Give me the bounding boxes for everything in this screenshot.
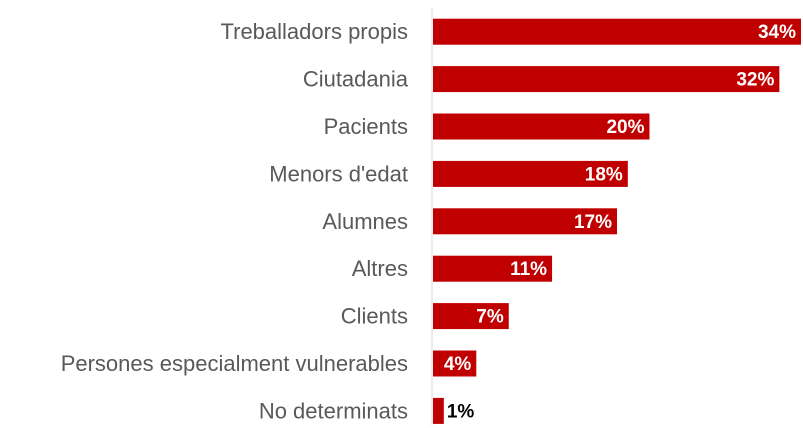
bar (433, 113, 650, 140)
bar (433, 350, 477, 377)
category-label: Clients (341, 304, 408, 329)
bar (433, 66, 780, 93)
category-label: No determinats (259, 398, 408, 423)
value-label: 32% (736, 70, 774, 91)
value-label: 18% (585, 164, 623, 185)
value-label: 11% (510, 259, 547, 280)
category-label: Treballadors propis (221, 19, 409, 44)
category-label: Altres (352, 256, 408, 281)
bar (433, 397, 444, 424)
category-label: Ciutadania (303, 67, 409, 92)
category-label: Persones especialment vulnerables (61, 351, 408, 376)
value-label: 4% (444, 354, 472, 375)
value-label: 17% (574, 212, 612, 233)
category-label: Alumnes (322, 209, 408, 234)
category-label: Pacients (324, 114, 408, 139)
value-label: 20% (606, 117, 644, 138)
bar (433, 303, 509, 330)
bar (433, 18, 801, 45)
bar (433, 208, 617, 235)
value-label: 1% (447, 401, 475, 422)
category-label: Menors d'edat (269, 161, 408, 186)
bar (433, 255, 553, 282)
bar (433, 160, 628, 187)
value-label: 7% (476, 307, 504, 328)
value-label: 34% (758, 22, 796, 43)
